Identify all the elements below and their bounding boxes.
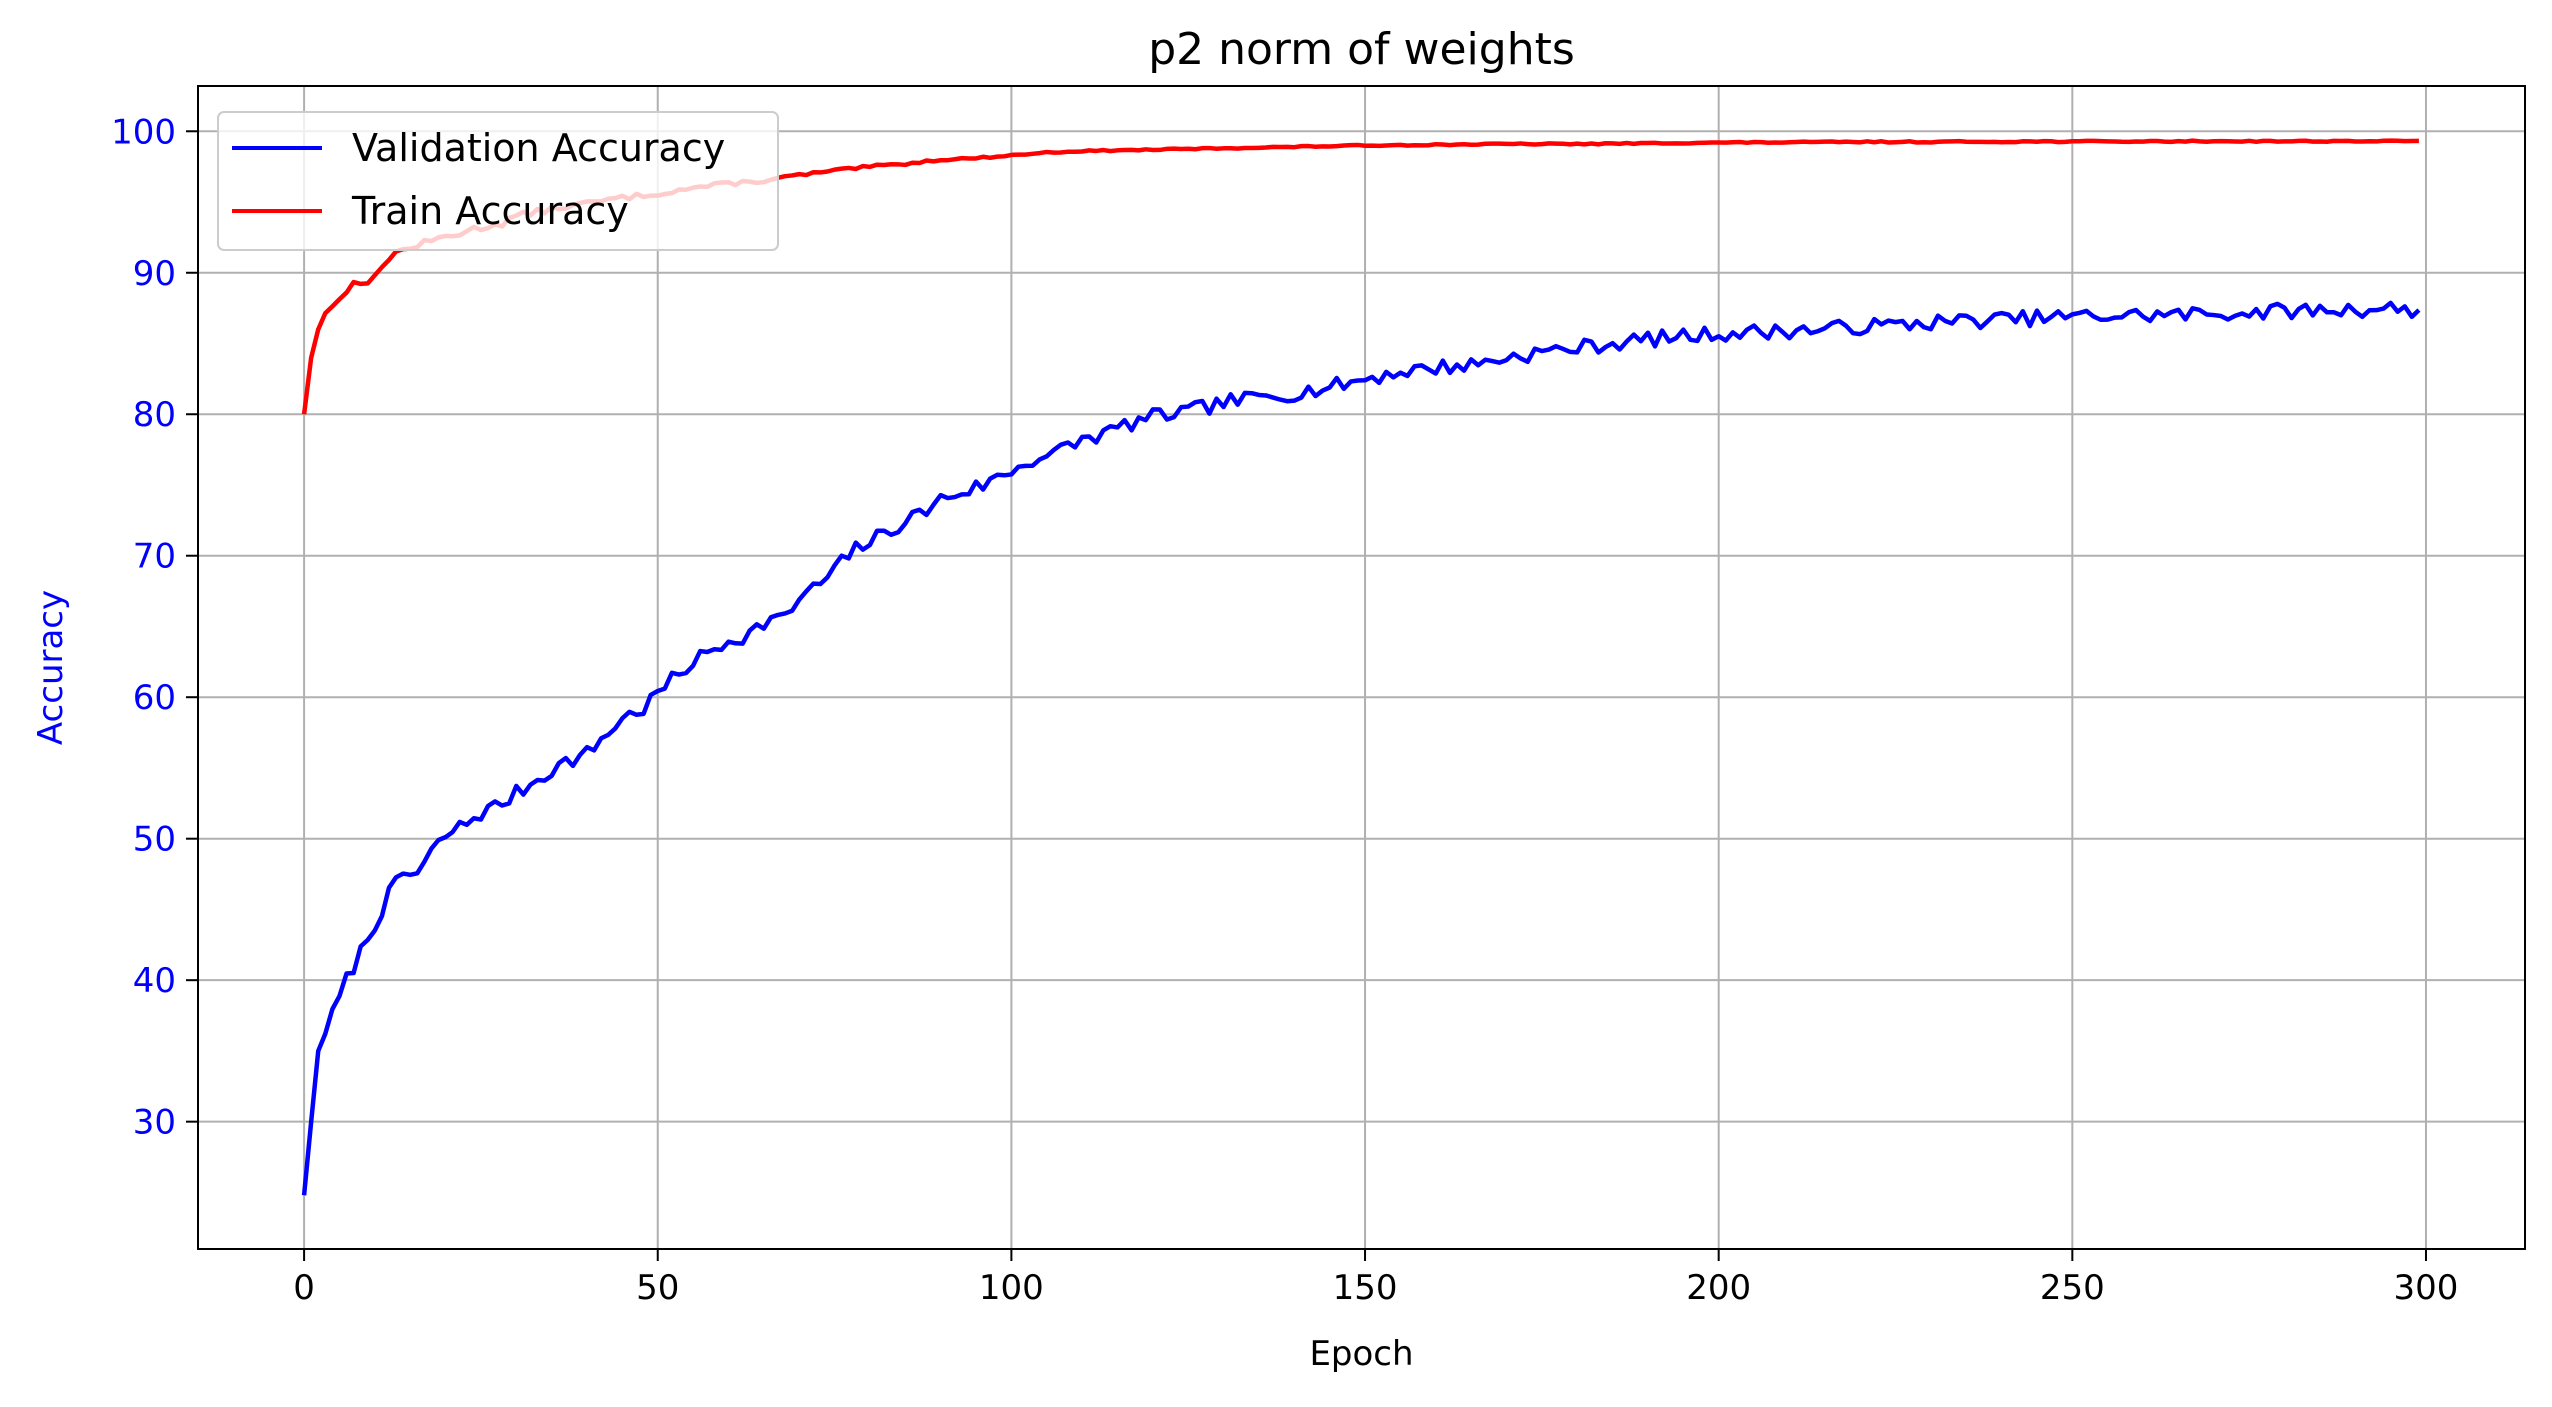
x-tick-label: 300	[2394, 1268, 2459, 1308]
x-tick-label: 200	[1686, 1268, 1751, 1308]
y-tick-label: 90	[133, 254, 176, 294]
legend: Validation Accuracy Train Accuracy	[217, 111, 779, 251]
legend-label-validation: Validation Accuracy	[352, 126, 725, 170]
x-tick-label: 100	[979, 1268, 1044, 1308]
grid-lines	[198, 86, 2525, 1249]
x-tick-label: 150	[1333, 1268, 1398, 1308]
plot-frame	[197, 85, 2526, 1250]
y-tick-label: 70	[133, 537, 176, 577]
x-axis-label: Epoch	[1309, 1334, 1413, 1374]
x-tick-label: 250	[2040, 1268, 2105, 1308]
y-tick-label: 30	[133, 1103, 176, 1143]
axis-ticks: 0 50 100 150 200 250 300 30 40 50 60 70 80 90 100	[111, 112, 2458, 1308]
y-axis-label: Accuracy	[31, 590, 71, 745]
x-tick-label: 0	[293, 1268, 315, 1308]
y-tick-label: 80	[133, 395, 176, 435]
series-line-validation-accuracy	[301, 300, 2421, 1196]
legend-label-train: Train Accuracy	[351, 189, 629, 233]
y-tick-label: 50	[133, 820, 176, 860]
x-tick-label: 50	[636, 1268, 679, 1308]
y-tick-label: 40	[133, 961, 176, 1001]
y-tick-label: 100	[111, 112, 176, 152]
chart-title: p2 norm of weights	[1148, 24, 1575, 75]
legend-box	[217, 111, 779, 251]
y-tick-label: 60	[133, 678, 176, 718]
